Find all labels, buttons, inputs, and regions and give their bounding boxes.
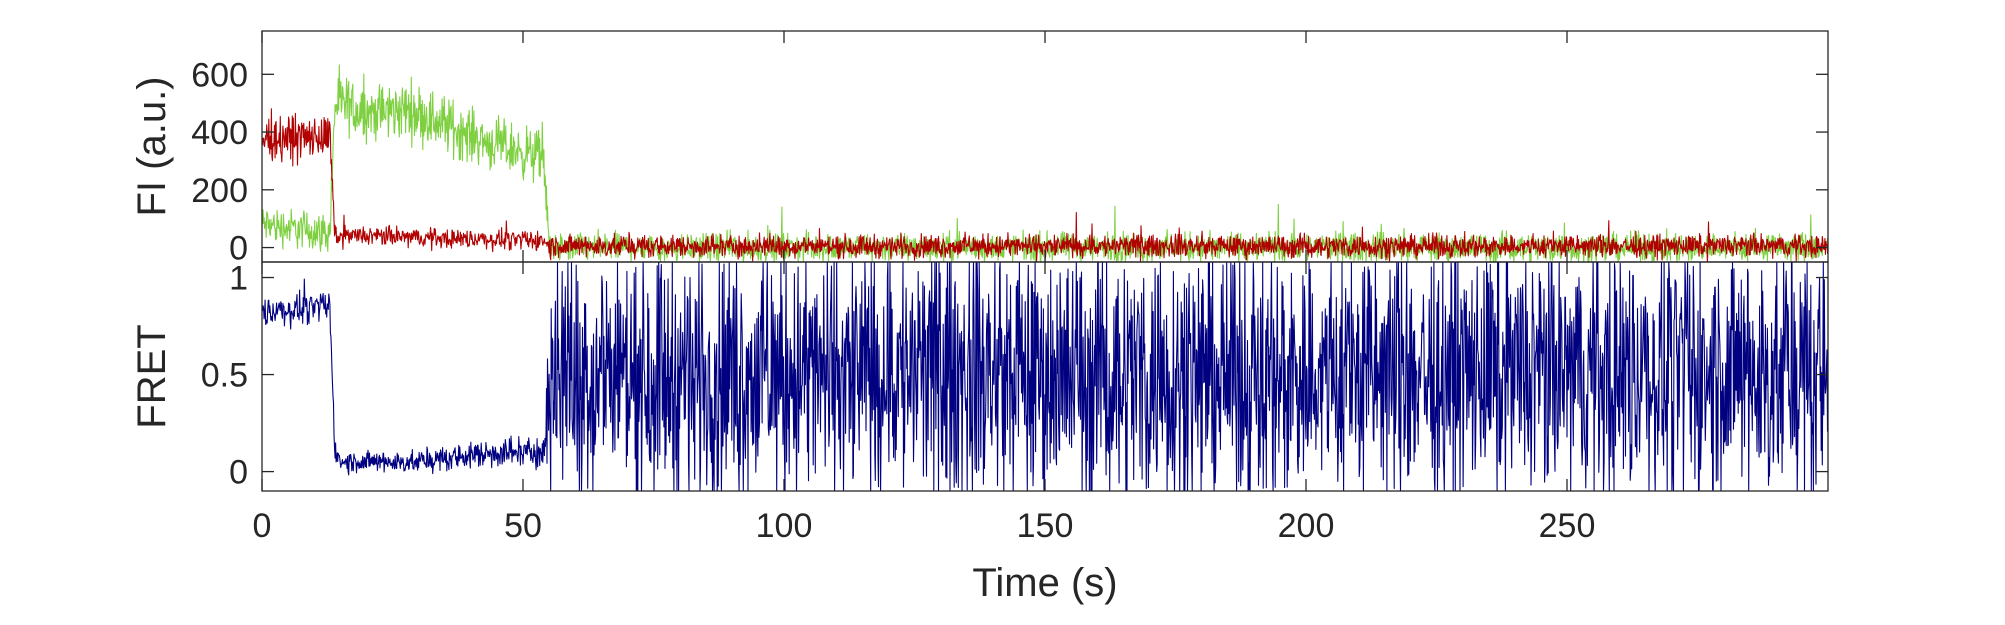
- top-y-tick-label: 0: [229, 230, 248, 268]
- bottom-panel-traces: [262, 262, 1828, 491]
- bottom-y-axis-label: FRET: [130, 324, 174, 428]
- x-tick-label: 100: [756, 507, 813, 545]
- x-tick-label: 0: [253, 507, 272, 545]
- bottom-series-0-line: [262, 262, 1828, 491]
- x-tick-label: 250: [1539, 507, 1596, 545]
- bottom-y-tick-label: 0: [229, 454, 248, 492]
- bottom-y-tick-label: 0.5: [201, 357, 248, 395]
- x-tick-label: 50: [504, 507, 542, 545]
- x-axis-label: Time (s): [972, 561, 1117, 605]
- top-panel: 0 200 400 600 FI (a.u.): [130, 30, 1829, 268]
- bottom-panel-ticks: 0 0.5 1 0 50 100 150 200 250: [201, 260, 1828, 545]
- top-y-tick-label: 400: [191, 114, 248, 152]
- x-tick-label: 200: [1278, 507, 1335, 545]
- top-panel-traces: [262, 64, 1828, 262]
- top-panel-ticks: 0 200 400 600: [191, 31, 1828, 268]
- top-series-0-line: [262, 64, 1828, 262]
- top-y-tick-label: 200: [191, 172, 248, 210]
- bottom-y-tick-label: 1: [229, 260, 248, 298]
- top-panel-frame: [261, 30, 1829, 263]
- top-series-1-line: [262, 108, 1828, 262]
- x-tick-label: 150: [1017, 507, 1074, 545]
- top-y-tick-label: 600: [191, 56, 248, 94]
- bottom-panel: 0 0.5 1 0 50 100 150 200 250 FRET Time (s): [130, 260, 1829, 605]
- top-y-axis-label: FI (a.u.): [130, 76, 174, 216]
